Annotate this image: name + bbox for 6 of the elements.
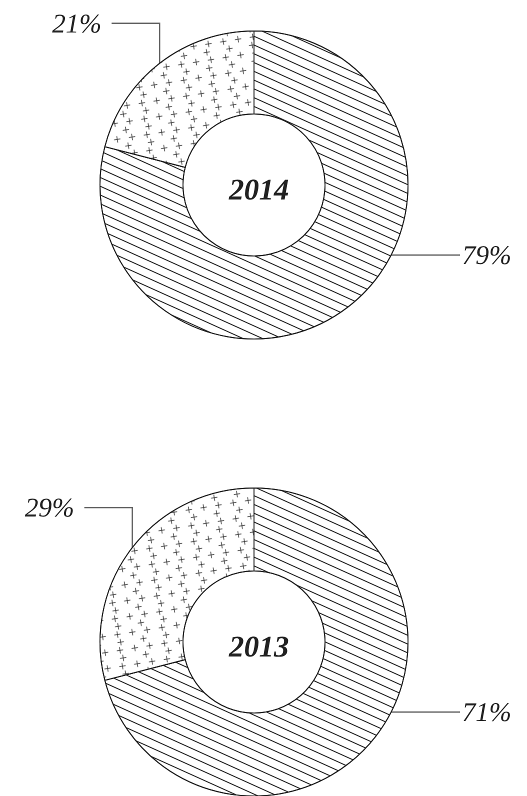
text: 2013	[228, 630, 289, 664]
data-label: 21%	[52, 8, 102, 38]
text: 2014	[228, 174, 289, 206]
data-label: 71%	[462, 697, 512, 728]
data-label: 29%	[24, 492, 74, 523]
data-label: 79%	[462, 240, 512, 270]
